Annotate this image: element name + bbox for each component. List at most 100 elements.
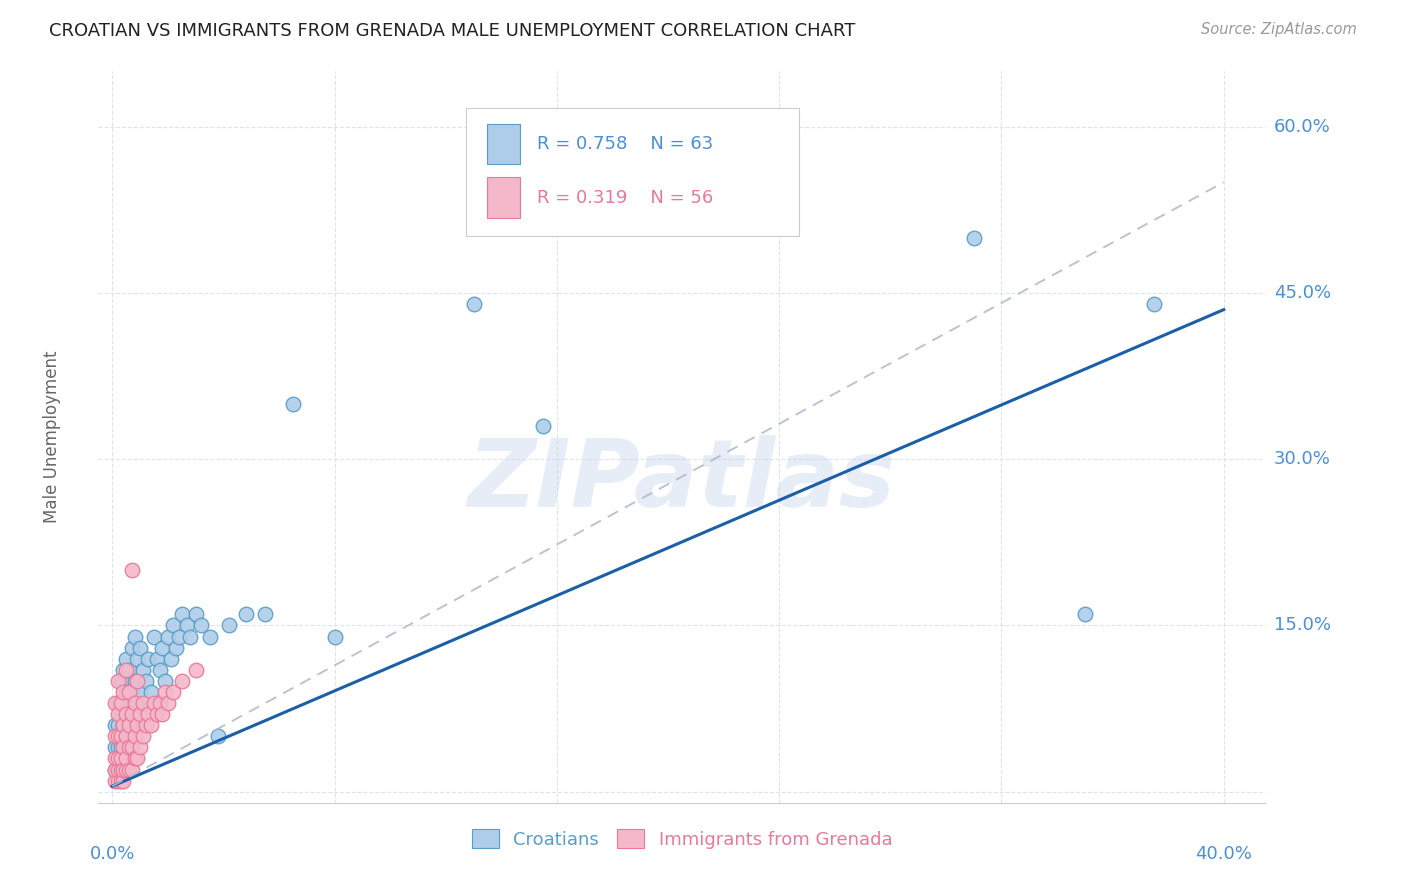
Point bbox=[107, 729, 129, 743]
Point bbox=[127, 651, 149, 665]
Point bbox=[132, 663, 155, 677]
Point bbox=[107, 718, 129, 732]
Point bbox=[124, 707, 146, 722]
Point bbox=[110, 763, 132, 777]
Point bbox=[115, 663, 138, 677]
Point bbox=[121, 740, 143, 755]
Point bbox=[107, 751, 129, 765]
Point bbox=[254, 607, 277, 622]
Point bbox=[112, 740, 135, 755]
Point bbox=[129, 640, 152, 655]
Point bbox=[127, 751, 149, 765]
Point bbox=[146, 651, 169, 665]
Point bbox=[112, 773, 135, 788]
Point bbox=[148, 696, 170, 710]
Point bbox=[962, 230, 984, 244]
Point bbox=[121, 563, 143, 577]
Bar bbox=[486, 178, 520, 218]
Point bbox=[104, 740, 127, 755]
Point bbox=[184, 607, 207, 622]
Point bbox=[104, 763, 127, 777]
Point bbox=[153, 673, 176, 688]
Text: Male Unemployment: Male Unemployment bbox=[42, 351, 60, 524]
Text: R = 0.319    N = 56: R = 0.319 N = 56 bbox=[537, 188, 713, 207]
Point bbox=[1143, 297, 1166, 311]
Point bbox=[112, 718, 135, 732]
Point bbox=[104, 773, 127, 788]
Point bbox=[112, 763, 135, 777]
Point bbox=[112, 685, 135, 699]
Point bbox=[218, 618, 240, 632]
Point bbox=[162, 685, 184, 699]
Point bbox=[124, 696, 146, 710]
Point bbox=[281, 397, 304, 411]
Point bbox=[107, 673, 129, 688]
Point bbox=[132, 729, 155, 743]
Point bbox=[107, 740, 129, 755]
Point bbox=[110, 751, 132, 765]
Point bbox=[110, 763, 132, 777]
Point bbox=[118, 696, 141, 710]
Point bbox=[110, 729, 132, 743]
Point bbox=[124, 751, 146, 765]
Point bbox=[159, 651, 181, 665]
Point bbox=[141, 685, 163, 699]
Point bbox=[156, 630, 179, 644]
Point bbox=[184, 663, 207, 677]
Point bbox=[143, 630, 166, 644]
Point bbox=[110, 673, 132, 688]
Point bbox=[127, 696, 149, 710]
Point bbox=[118, 729, 141, 743]
Text: 45.0%: 45.0% bbox=[1274, 284, 1331, 302]
Point bbox=[198, 630, 221, 644]
Point bbox=[110, 773, 132, 788]
Point bbox=[121, 763, 143, 777]
Point bbox=[207, 729, 229, 743]
Point bbox=[167, 630, 190, 644]
Point bbox=[132, 696, 155, 710]
Point bbox=[153, 685, 176, 699]
Point bbox=[143, 696, 166, 710]
Point bbox=[148, 663, 170, 677]
Point bbox=[190, 618, 212, 632]
Point bbox=[170, 607, 193, 622]
Text: R = 0.758    N = 63: R = 0.758 N = 63 bbox=[537, 136, 713, 153]
Point bbox=[104, 729, 127, 743]
Point bbox=[129, 740, 152, 755]
Point bbox=[118, 718, 141, 732]
Point bbox=[141, 718, 163, 732]
Bar bbox=[486, 124, 520, 164]
Point bbox=[179, 630, 201, 644]
Point bbox=[104, 718, 127, 732]
Point bbox=[531, 419, 554, 434]
Point bbox=[127, 718, 149, 732]
Point bbox=[323, 630, 346, 644]
Point bbox=[107, 763, 129, 777]
Point bbox=[115, 763, 138, 777]
Point bbox=[121, 640, 143, 655]
Point bbox=[124, 630, 146, 644]
Point bbox=[115, 685, 138, 699]
Text: 40.0%: 40.0% bbox=[1195, 845, 1253, 863]
Point bbox=[121, 685, 143, 699]
Text: 15.0%: 15.0% bbox=[1274, 616, 1330, 634]
Point bbox=[115, 707, 138, 722]
Point bbox=[235, 607, 257, 622]
Point bbox=[112, 751, 135, 765]
Point bbox=[121, 718, 143, 732]
Point bbox=[115, 740, 138, 755]
Point bbox=[138, 651, 160, 665]
Point bbox=[124, 673, 146, 688]
Point bbox=[150, 707, 173, 722]
Point bbox=[118, 663, 141, 677]
Point bbox=[110, 740, 132, 755]
Text: CROATIAN VS IMMIGRANTS FROM GRENADA MALE UNEMPLOYMENT CORRELATION CHART: CROATIAN VS IMMIGRANTS FROM GRENADA MALE… bbox=[49, 22, 856, 40]
Text: 60.0%: 60.0% bbox=[1274, 118, 1330, 136]
Point bbox=[107, 707, 129, 722]
Point bbox=[170, 673, 193, 688]
Point bbox=[129, 685, 152, 699]
Point bbox=[107, 696, 129, 710]
Point bbox=[146, 707, 169, 722]
Point bbox=[124, 729, 146, 743]
Point bbox=[463, 297, 485, 311]
